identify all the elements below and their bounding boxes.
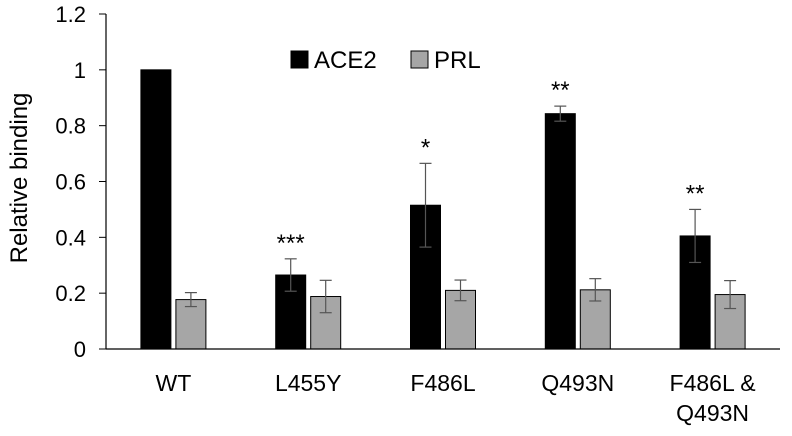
bar-ace2 [140, 69, 172, 350]
x-category-label: F486L & Q493N [670, 370, 756, 426]
y-tick-label: 0.2 [55, 281, 86, 306]
y-tick-label: 0.6 [55, 170, 86, 195]
bar-series [140, 69, 746, 350]
x-category-label: Q493N [541, 370, 614, 396]
x-category-label: WT [156, 370, 192, 396]
significance-label: *** [277, 230, 305, 257]
y-tick-label: 0.4 [55, 225, 86, 250]
bar-ace2 [679, 235, 711, 350]
significance-label: ** [551, 77, 570, 104]
legend-label-ace2: ACE2 [314, 47, 377, 74]
x-category-label: L455Y [275, 370, 342, 396]
x-axis-labels: WT L455Y F486L Q493N F486L & Q493N [156, 370, 756, 426]
y-axis-title: Relative binding [6, 93, 33, 264]
bar-prl [714, 294, 746, 350]
y-tick-label: 1.2 [55, 2, 86, 27]
y-tick-label: 0.8 [55, 114, 86, 139]
legend-swatch-ace2 [290, 50, 309, 69]
legend: ACE2 PRL [290, 47, 481, 74]
significance-markers: ******** [277, 77, 705, 257]
axes [105, 14, 780, 350]
y-tick-label: 0 [74, 337, 86, 362]
y-tick-label: 1 [74, 58, 86, 83]
bar-ace2 [544, 113, 576, 350]
significance-label: ** [686, 180, 705, 207]
y-axis-ticks: 0 0.2 0.4 0.6 0.8 1 1.2 [55, 2, 106, 362]
x-category-label: F486L [410, 370, 475, 396]
legend-label-prl: PRL [434, 47, 481, 74]
error-bars [184, 105, 737, 314]
legend-swatch-prl [410, 50, 429, 69]
significance-label: * [421, 134, 430, 161]
